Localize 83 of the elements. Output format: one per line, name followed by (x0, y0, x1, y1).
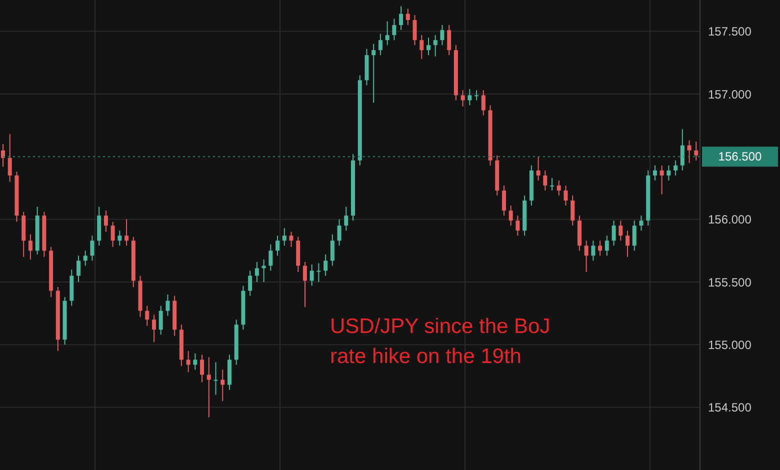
candlestick (104, 210, 108, 232)
candlestick (426, 37, 430, 56)
y-tick-label: 155.000 (708, 338, 752, 352)
candlestick (502, 184, 506, 216)
candlestick (392, 18, 396, 41)
candlestick (632, 220, 636, 252)
candlestick (166, 294, 170, 316)
candlestick (612, 220, 616, 246)
candlestick (83, 250, 88, 266)
candlestick (206, 356, 211, 418)
candlestick (406, 8, 410, 26)
candlestick (28, 234, 32, 260)
y-tick-label: 157.000 (708, 87, 752, 102)
candlestick (420, 34, 424, 60)
candlestick (666, 164, 671, 181)
candlestick (626, 230, 630, 258)
candlestick (556, 180, 561, 196)
y-tick-label: 155.500 (708, 275, 752, 290)
candlestick (385, 20, 390, 46)
candlestick (584, 240, 588, 272)
candlestick (694, 141, 698, 161)
candlestick (110, 221, 115, 248)
candlestick (337, 218, 342, 246)
candlestick (604, 235, 609, 256)
candlestick (268, 244, 273, 272)
candlestick (330, 234, 334, 266)
candlestick (152, 314, 156, 343)
candlestick (481, 90, 486, 116)
candlestick (399, 6, 404, 31)
candlestick (200, 354, 204, 383)
candlestick (550, 177, 554, 192)
candlestick (186, 350, 190, 373)
y-tick-label: 154.500 (708, 400, 752, 415)
candlestick (193, 352, 198, 370)
candlestick (639, 215, 644, 232)
y-tick-label: 157.500 (708, 24, 752, 39)
annotation: USD/JPY since the BoJ rate hike on the 19th (330, 314, 552, 370)
candlestick (372, 43, 376, 104)
candlestick (598, 240, 602, 256)
candlestick (289, 231, 294, 248)
candlestick (8, 134, 12, 182)
candlestick (344, 206, 348, 232)
candlestick (536, 156, 540, 181)
candlestick (220, 369, 225, 402)
candlestick (118, 230, 122, 246)
candlestick (324, 254, 328, 276)
candlestick (433, 34, 438, 57)
candlestick (440, 24, 444, 46)
candlestick (564, 184, 568, 206)
candlestick (1, 144, 5, 168)
candlestick (591, 240, 596, 262)
candlestick (460, 90, 465, 108)
candlestick (248, 270, 252, 296)
candlestick (474, 90, 479, 101)
candlestick (262, 258, 266, 282)
candlestick (652, 164, 657, 181)
candlestick (516, 215, 520, 236)
candlestick (90, 235, 94, 262)
candlestick (310, 264, 314, 286)
candlestick (158, 305, 163, 336)
candlestick (254, 261, 259, 282)
candlestick (214, 362, 218, 396)
candlestick (124, 218, 129, 246)
candlestick (674, 160, 678, 176)
candlestick (660, 164, 664, 195)
candlestick (76, 255, 80, 282)
candlestick (276, 235, 280, 256)
candlestick (447, 24, 452, 56)
candlestick (687, 140, 692, 164)
candlestick (316, 262, 321, 282)
candlestick (412, 14, 417, 46)
candlestick (282, 228, 286, 246)
y-tick-label: 156.000 (708, 212, 752, 227)
candlestick (508, 205, 513, 226)
ref-line-label: 156.500 (718, 150, 762, 164)
candlestick (302, 261, 307, 308)
candlestick (468, 88, 472, 106)
candlestick (618, 220, 623, 242)
candlestick (145, 305, 150, 326)
candlestick (570, 195, 575, 226)
candlestick (680, 128, 684, 171)
candlestick (543, 170, 548, 192)
candlestick (378, 33, 382, 56)
